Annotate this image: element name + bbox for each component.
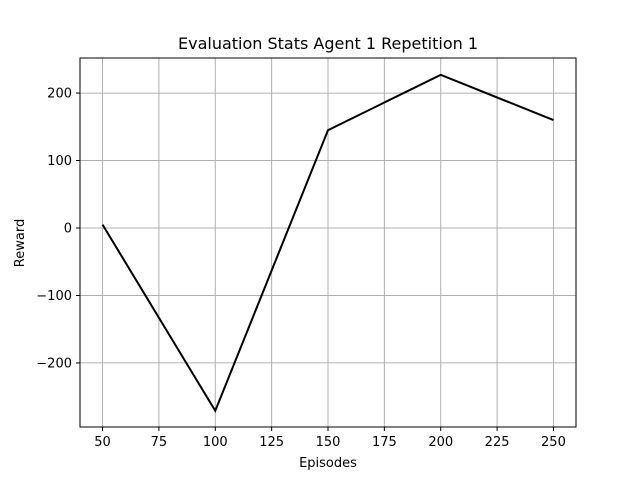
x-tick-label: 250	[541, 435, 566, 450]
y-tick-label: 0	[64, 221, 72, 236]
chart-title: Evaluation Stats Agent 1 Repetition 1	[178, 34, 478, 53]
x-tick-label: 50	[94, 435, 111, 450]
y-tick-label: 100	[47, 154, 72, 169]
ticks: 50 75 100 125 150 175 200 225 250 −200 −100 0 100 200	[36, 87, 566, 450]
y-tick-label: −100	[36, 289, 72, 304]
grid	[80, 58, 576, 427]
y-tick-label: −200	[36, 356, 72, 371]
series-layer	[101, 73, 554, 414]
x-tick-label: 100	[203, 435, 228, 450]
x-tick-label: 125	[259, 435, 284, 450]
x-axis-label: Episodes	[299, 456, 357, 471]
x-tick-label: 75	[151, 435, 168, 450]
x-tick-label: 150	[316, 435, 341, 450]
x-tick-label: 175	[372, 435, 397, 450]
x-tick-label: 225	[485, 435, 510, 450]
x-tick-label: 200	[428, 435, 453, 450]
y-axis-label: Reward	[13, 219, 28, 267]
y-tick-label: 200	[47, 87, 72, 102]
